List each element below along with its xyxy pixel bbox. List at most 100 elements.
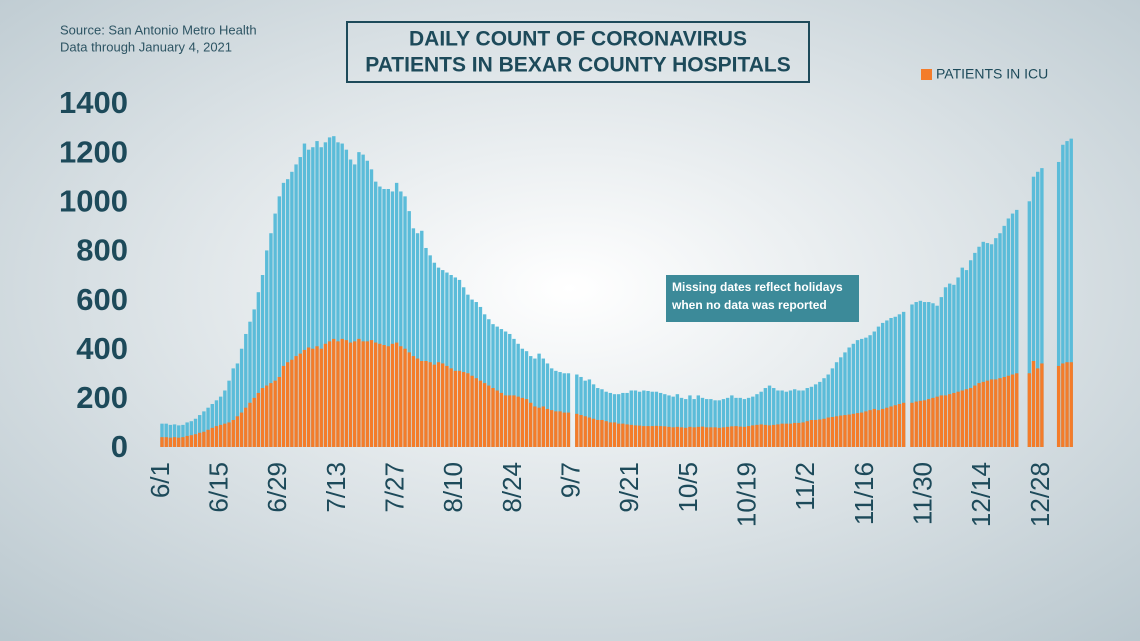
- y-tick-label: 1000: [59, 183, 128, 218]
- bar: [939, 297, 944, 447]
- bar: [948, 394, 952, 447]
- bar: [470, 299, 474, 447]
- bar: [784, 391, 789, 447]
- bar: [160, 423, 164, 447]
- bar: [428, 255, 432, 447]
- legend-swatch: [921, 69, 932, 80]
- bar: [730, 426, 734, 447]
- bar: [851, 343, 856, 447]
- bar: [797, 422, 801, 447]
- bar: [1040, 168, 1044, 447]
- bar: [826, 374, 830, 447]
- bar: [533, 358, 537, 447]
- bar: [512, 395, 516, 447]
- bar: [759, 424, 763, 447]
- bar: [311, 348, 315, 447]
- bar: [621, 392, 625, 447]
- bar: [767, 385, 772, 447]
- bar: [177, 437, 181, 447]
- bar: [508, 333, 512, 447]
- bar: [537, 407, 541, 447]
- bar: [684, 399, 688, 447]
- bar: [248, 402, 252, 447]
- bar: [428, 362, 432, 447]
- bar: [252, 397, 256, 447]
- bar: [378, 343, 382, 447]
- bar: [834, 416, 839, 447]
- bar: [491, 324, 495, 447]
- bar: [956, 277, 960, 447]
- bar: [780, 390, 784, 447]
- bar: [399, 191, 403, 447]
- bar: [981, 241, 985, 447]
- bar: [1061, 363, 1065, 447]
- bar: [223, 423, 227, 447]
- bar: [327, 137, 332, 447]
- bar: [604, 391, 608, 447]
- bar: [604, 421, 608, 447]
- bar: [629, 424, 633, 447]
- bar: [901, 402, 906, 447]
- bar: [1056, 365, 1061, 447]
- bar: [424, 361, 428, 447]
- bar: [994, 238, 998, 447]
- bar: [977, 246, 981, 447]
- x-tick-label: 9/7: [555, 462, 585, 498]
- bar: [1015, 209, 1019, 447]
- bar: [353, 341, 357, 447]
- bar: [679, 427, 684, 447]
- bar: [575, 413, 579, 447]
- bar: [818, 419, 822, 447]
- bar: [198, 432, 202, 447]
- bar: [1061, 144, 1065, 447]
- bar: [625, 424, 629, 447]
- y-tick-label: 0: [111, 429, 128, 464]
- bar: [646, 390, 650, 447]
- bar: [554, 411, 558, 447]
- bar: [667, 426, 671, 447]
- bar: [198, 415, 202, 447]
- x-tick-label: 11/30: [907, 462, 937, 525]
- bar: [642, 426, 646, 447]
- annotation-box: [666, 275, 859, 322]
- bar: [625, 392, 629, 447]
- bar: [650, 391, 654, 447]
- bar: [822, 418, 826, 447]
- bar: [302, 349, 307, 447]
- bar: [466, 373, 470, 447]
- bar: [742, 426, 747, 447]
- bar: [709, 399, 713, 447]
- bar: [449, 368, 453, 447]
- bar: [177, 425, 181, 447]
- bar: [880, 408, 885, 447]
- bar: [265, 250, 269, 447]
- bar: [868, 335, 872, 447]
- bar: [772, 388, 776, 447]
- bar: [839, 357, 843, 447]
- x-tick-label: 6/15: [204, 462, 234, 513]
- bar: [474, 378, 478, 447]
- bar: [721, 399, 726, 447]
- bar: [357, 338, 361, 447]
- bar: [453, 370, 457, 447]
- bar: [332, 338, 336, 447]
- bar: [675, 426, 680, 447]
- bar: [306, 149, 311, 447]
- x-tick-label: 10/5: [673, 462, 703, 513]
- bar: [822, 378, 826, 447]
- bar: [675, 394, 680, 447]
- bar: [336, 142, 340, 448]
- x-tick-label: 7/13: [321, 462, 351, 513]
- bar: [671, 427, 675, 447]
- bar: [260, 388, 265, 447]
- bar: [746, 426, 751, 447]
- bar: [730, 395, 734, 447]
- bar: [529, 402, 533, 447]
- bar: [742, 399, 747, 447]
- bar: [1036, 368, 1040, 447]
- bar: [700, 426, 705, 447]
- bar: [797, 390, 801, 447]
- bar: [529, 356, 533, 447]
- bar: [809, 386, 814, 447]
- bar: [1006, 375, 1011, 447]
